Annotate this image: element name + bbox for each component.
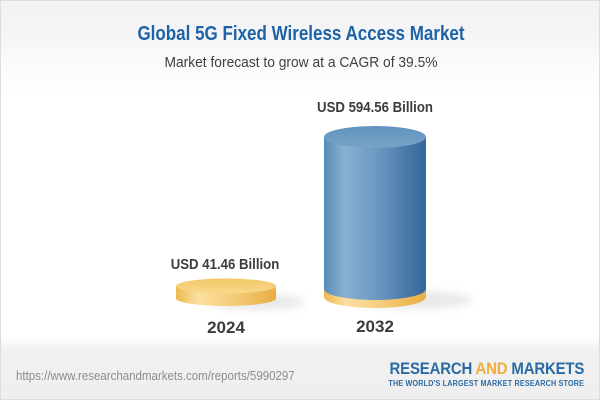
report-url: https://www.researchandmarkets.com/repor… [16,369,295,383]
logo-word-research: RESEARCH [389,359,472,378]
page-title: Global 5G Fixed Wireless Access Market [137,23,465,45]
category-label-2032: 2032 [356,317,394,336]
logo-word-and: AND [475,359,508,378]
bar-2032-cylinder [324,126,426,308]
category-label-2024: 2024 [207,318,245,337]
logo-tagline: THE WORLD'S LARGEST MARKET RESEARCH STOR… [388,379,584,388]
logo-wordmark: RESEARCH AND MARKETS [389,359,584,378]
bar-2024-cylinder [176,278,276,306]
page-subtitle: Market forecast to grow at a CAGR of 39.… [164,54,438,71]
logo-word-markets: MARKETS [511,359,584,378]
value-label-2032: USD 594.56 Billion [317,99,433,116]
research-and-markets-logo: RESEARCH AND MARKETS THE WORLD'S LARGEST… [363,359,584,388]
value-label-2024: USD 41.46 Billion [170,256,280,273]
